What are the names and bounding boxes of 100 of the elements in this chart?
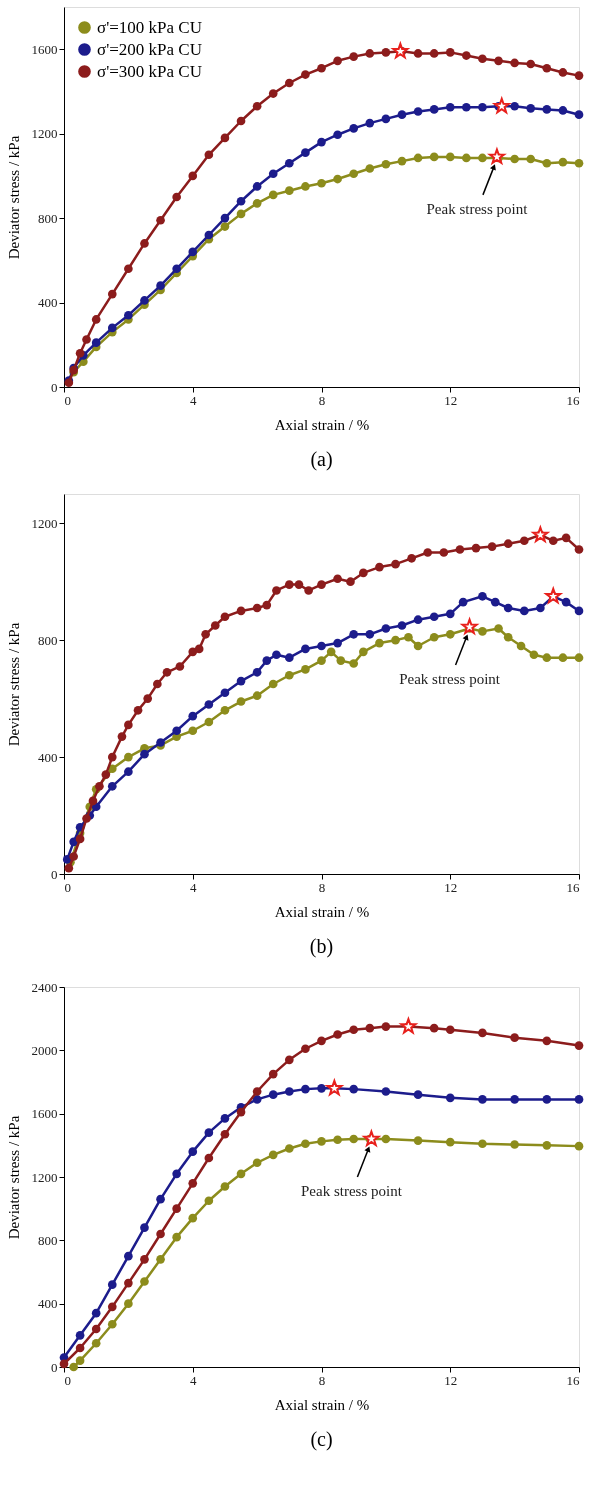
point xyxy=(236,1169,246,1179)
point xyxy=(220,1182,230,1191)
point xyxy=(445,102,455,112)
point xyxy=(284,78,294,88)
point xyxy=(361,1128,382,1148)
point xyxy=(471,543,481,553)
y-tick-label: 400 xyxy=(38,749,58,765)
point xyxy=(561,597,571,607)
point xyxy=(91,315,101,324)
point xyxy=(107,1280,117,1289)
point xyxy=(204,1153,214,1163)
x-tick-label: 12 xyxy=(444,392,458,408)
point xyxy=(172,192,181,202)
point xyxy=(236,209,246,219)
point xyxy=(574,158,584,168)
point xyxy=(526,59,536,69)
point xyxy=(194,644,204,654)
point xyxy=(478,627,487,636)
y-tick-label: 800 xyxy=(38,210,58,226)
point xyxy=(301,148,310,157)
point xyxy=(317,63,326,73)
point xyxy=(407,553,416,563)
point xyxy=(284,1055,294,1065)
x-tick-label: 8 xyxy=(318,392,326,408)
point xyxy=(140,239,149,248)
point xyxy=(391,635,400,645)
annotation: Peak stress point xyxy=(300,1183,403,1199)
point xyxy=(365,1023,375,1033)
point xyxy=(201,629,210,639)
point xyxy=(397,110,407,119)
point xyxy=(542,105,552,114)
point xyxy=(301,182,310,191)
point xyxy=(574,71,584,80)
point xyxy=(478,1139,487,1149)
point xyxy=(317,178,326,188)
point xyxy=(510,58,519,68)
point xyxy=(284,1144,294,1153)
point xyxy=(445,152,455,162)
point xyxy=(478,1028,487,1038)
point xyxy=(188,247,198,257)
x-tick-label: 4 xyxy=(190,392,197,408)
point xyxy=(75,1331,85,1340)
y-tick-label: 400 xyxy=(38,1296,58,1312)
point xyxy=(365,164,375,173)
y-tick-label: 0 xyxy=(51,379,58,395)
point xyxy=(429,1023,439,1033)
point xyxy=(478,153,487,163)
point xyxy=(236,196,246,206)
point xyxy=(284,580,294,589)
point xyxy=(133,705,143,715)
point xyxy=(188,1213,198,1223)
point xyxy=(91,1308,101,1318)
point xyxy=(413,49,423,58)
point xyxy=(188,171,198,181)
point xyxy=(107,1319,117,1329)
point xyxy=(124,752,133,762)
point xyxy=(413,153,423,163)
point xyxy=(220,1129,230,1139)
point xyxy=(462,51,471,60)
point xyxy=(333,56,342,66)
point xyxy=(220,705,230,715)
point xyxy=(490,597,500,607)
point xyxy=(140,1277,149,1286)
point xyxy=(459,616,480,636)
point xyxy=(423,548,433,557)
point xyxy=(391,559,400,569)
point xyxy=(503,632,513,642)
point xyxy=(172,1204,181,1213)
point xyxy=(301,644,310,654)
point xyxy=(333,574,342,584)
point xyxy=(220,213,230,223)
annotation: Peak stress point xyxy=(426,200,529,217)
point xyxy=(510,154,519,164)
point xyxy=(349,124,359,133)
point xyxy=(519,606,529,616)
point xyxy=(124,310,133,320)
x-tick-label: 0 xyxy=(64,1372,71,1388)
point xyxy=(574,606,584,616)
point xyxy=(140,749,149,759)
point xyxy=(349,629,359,639)
point xyxy=(91,1338,101,1348)
point xyxy=(317,1084,326,1093)
y-tick-label: 0 xyxy=(51,866,58,882)
legend-label: σ'=100 kPa CU xyxy=(97,17,202,37)
point xyxy=(220,612,230,622)
point xyxy=(262,656,272,665)
point xyxy=(204,717,214,727)
x-tick-label: 8 xyxy=(318,1372,326,1388)
point xyxy=(558,106,568,115)
point xyxy=(268,169,278,179)
point xyxy=(220,222,230,231)
point xyxy=(558,157,568,167)
point xyxy=(503,603,513,613)
point xyxy=(365,49,375,58)
point xyxy=(429,152,439,162)
x-tick-label: 4 xyxy=(190,1372,197,1388)
point xyxy=(188,711,198,721)
point xyxy=(124,264,133,274)
point xyxy=(91,1324,101,1334)
point xyxy=(413,615,423,625)
